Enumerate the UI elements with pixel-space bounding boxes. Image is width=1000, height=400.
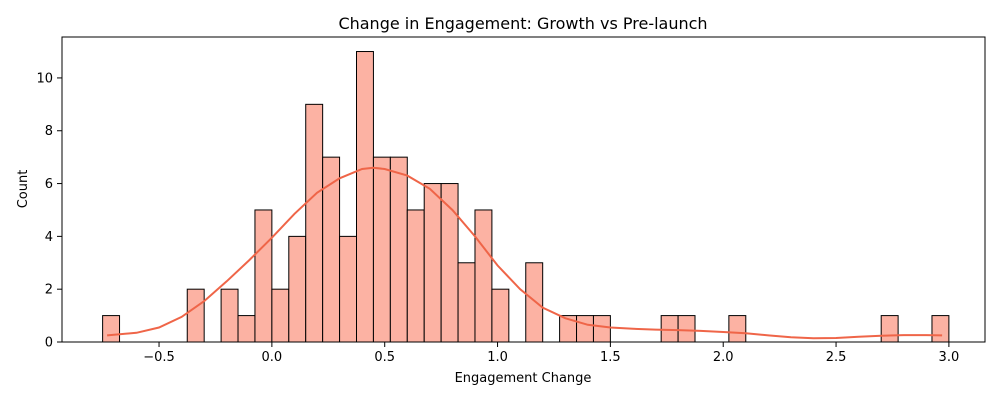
histogram-bar	[457, 262, 476, 343]
histogram-bar	[491, 288, 510, 343]
histogram-bar	[356, 51, 374, 343]
histogram-bar	[931, 315, 950, 343]
y-tick-label: 2	[45, 283, 53, 298]
histogram-bar	[288, 235, 307, 343]
x-tick-label: 1.0	[487, 350, 508, 365]
y-tick-label: 8	[45, 124, 53, 139]
plot-frame	[61, 36, 986, 343]
histogram-bar	[254, 209, 273, 343]
histogram-bar	[406, 209, 425, 343]
x-axis-label: Engagement Change	[455, 371, 592, 386]
x-tick-label: 2.5	[826, 350, 847, 365]
y-tick-label: 6	[45, 177, 53, 192]
histogram-bar	[305, 103, 324, 343]
histogram-bar	[271, 288, 290, 343]
histogram-bar	[339, 235, 358, 343]
histogram-bar	[389, 156, 408, 343]
histogram-bar	[880, 315, 899, 343]
y-tick-label: 0	[45, 336, 53, 351]
x-tick-label: 2.0	[713, 350, 734, 365]
y-axis-label: Count	[16, 170, 31, 209]
histogram-bar	[423, 183, 442, 343]
bars-group	[102, 51, 950, 343]
chart-title: Change in Engagement: Growth vs Pre-laun…	[338, 14, 707, 33]
x-tick-label: 1.5	[600, 350, 621, 365]
x-axis-ticks: −0.5 0.0 0.5 1.0 1.5 2.0 2.5 3.0	[143, 342, 959, 365]
y-tick-label: 4	[45, 230, 53, 245]
histogram-bar	[237, 315, 256, 343]
x-tick-label: 0.5	[374, 350, 395, 365]
histogram-bar	[474, 209, 493, 343]
histogram-bar	[525, 262, 544, 343]
x-tick-label: −0.5	[143, 350, 175, 365]
histogram-bar	[728, 315, 747, 343]
x-tick-label: 0.0	[262, 350, 283, 365]
histogram-bar	[102, 315, 121, 343]
histogram-bar	[186, 288, 205, 343]
kde-curve	[107, 166, 943, 340]
histogram-bar	[592, 315, 611, 343]
y-axis-ticks: 0 2 4 6 8 10	[36, 71, 62, 351]
histogram-bar	[576, 315, 594, 343]
histogram-bar	[677, 315, 696, 343]
histogram-bar	[372, 156, 391, 343]
histogram-bar	[220, 288, 239, 343]
x-tick-label: 3.0	[939, 350, 960, 365]
y-tick-label: 10	[36, 71, 53, 86]
